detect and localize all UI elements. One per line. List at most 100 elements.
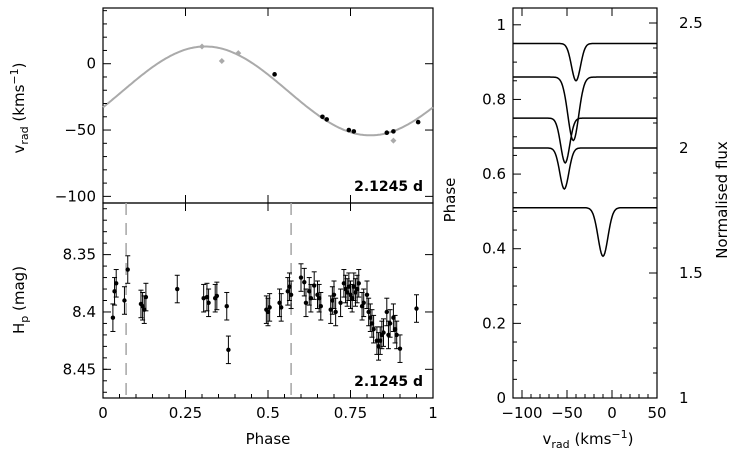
- phot-point: [316, 296, 322, 301]
- phot-x-axis-label: Phase: [246, 430, 291, 448]
- phot-y-ticks: 8.35 8.4 8.45: [63, 208, 433, 393]
- rv-point: [324, 117, 330, 122]
- line-profile: [513, 147, 657, 191]
- profile-y-axis-label-left: Phase: [441, 178, 459, 223]
- profile-y-axis-label-right: Normalised flux: [713, 141, 731, 259]
- rv-y-tick-label: −50: [64, 121, 96, 139]
- rv-point-grey: [199, 43, 205, 50]
- profile-y-tick-label: 0.4: [482, 240, 506, 258]
- phot-point: [392, 326, 398, 332]
- rv-y-ticks: 0 −50 −100: [55, 8, 434, 205]
- rv-panel-frame: [102, 7, 434, 204]
- phot-point: [369, 321, 375, 326]
- phot-point: [265, 309, 271, 315]
- phot-point: [288, 292, 294, 297]
- phot-point: [285, 289, 290, 294]
- phot-point: [224, 304, 229, 309]
- profile-y-tick-label: 0.8: [482, 90, 506, 108]
- profile-xlabel-unit-post: ): [628, 430, 634, 448]
- rv-point: [391, 129, 396, 134]
- phot-x-tick-label: 0.5: [256, 404, 280, 422]
- phot-point: [303, 300, 309, 305]
- phot-point: [397, 346, 403, 351]
- rv-point: [346, 127, 352, 133]
- phot-y-tick-label: 8.35: [63, 246, 96, 264]
- phot-point: [312, 283, 317, 288]
- profile-xlabel-unit-sup: −1: [611, 428, 627, 441]
- phot-points: [110, 255, 419, 365]
- phot-point: [356, 281, 361, 286]
- phot-point: [333, 309, 338, 315]
- profile-xlabel-unit-pre: (kms: [574, 430, 611, 448]
- phot-panel: 8.35 8.4 8.45 0 0.25 0.5 0.75 1 2.1245 d Phase…: [10, 202, 438, 448]
- phot-point: [378, 338, 383, 343]
- profile-xlabel-sub: rad: [551, 438, 569, 450]
- phot-point: [381, 330, 386, 335]
- rv-ylabel-v: v: [10, 144, 28, 153]
- phot-point: [354, 286, 360, 292]
- rv-model-curve: [102, 45, 434, 137]
- line-profile: [513, 42, 657, 82]
- profile-xlabel-v: v: [543, 430, 552, 448]
- rv-y-axis-label: vrad (kms−1): [8, 63, 31, 154]
- profile-y-ticks-left: 0 0.2 0.4 0.6 0.8 1: [482, 16, 521, 407]
- phot-point: [277, 300, 282, 305]
- rv-ylabel-sub: rad: [18, 126, 31, 144]
- rv-point: [272, 72, 277, 77]
- phot-point: [298, 275, 304, 280]
- phot-point: [364, 292, 370, 297]
- rv-point: [351, 129, 357, 134]
- phot-x-tick-label: 0.75: [334, 404, 367, 422]
- phot-point: [315, 292, 320, 297]
- phot-point: [414, 306, 419, 311]
- phot-point: [386, 332, 391, 338]
- phot-point: [287, 284, 292, 289]
- rv-y-tick-label: −100: [55, 187, 96, 205]
- phot-point: [122, 298, 127, 303]
- phot-point: [387, 321, 393, 326]
- profile-lines: [513, 42, 657, 258]
- phot-y-axis-label: Hp (mag): [10, 266, 31, 334]
- phot-point: [353, 290, 358, 295]
- profile-panel: 0 0.2 0.4 0.6 0.8 1 1 1.5 2 2.5 −100 −50 0 50 Phase…: [441, 7, 731, 450]
- profile-y-tick-label: 0: [496, 389, 506, 407]
- phot-ylabel-sub: p: [18, 316, 31, 323]
- phot-point: [351, 284, 356, 289]
- phot-point: [368, 315, 373, 320]
- phot-point: [330, 298, 335, 303]
- phot-point: [318, 304, 323, 309]
- phot-vlines: [125, 203, 292, 398]
- line-profile: [513, 117, 657, 164]
- phot-point: [267, 305, 272, 310]
- phot-point: [394, 332, 399, 338]
- phot-point: [206, 300, 211, 305]
- phot-point: [143, 294, 149, 300]
- phot-point: [346, 284, 352, 289]
- phot-x-tick-label: 0: [98, 404, 108, 422]
- phot-point: [175, 286, 180, 292]
- phot-ylabel-unit: (mag): [10, 266, 28, 311]
- phot-point: [366, 309, 371, 315]
- phot-point: [343, 286, 348, 292]
- profile-x-axis-label: vrad (kms−1): [543, 428, 634, 450]
- rv-ylabel-unit-post: ): [10, 63, 28, 69]
- phot-point: [226, 347, 231, 353]
- phot-point: [338, 300, 343, 305]
- profile-y-tick-label-right: 2: [679, 139, 689, 157]
- phot-point: [361, 300, 366, 305]
- profile-y-tick-label-right: 1.5: [679, 264, 703, 282]
- profile-y-tick-label: 0.2: [482, 314, 506, 332]
- profile-y-tick-label-right: 2.5: [679, 14, 703, 32]
- phot-point: [371, 326, 376, 332]
- rv-point-grey: [235, 50, 242, 57]
- phot-point: [302, 279, 307, 285]
- rv-y-tick-label: 0: [86, 55, 96, 73]
- profile-x-ticks: −100 −50 0 50: [501, 8, 667, 422]
- phot-point: [331, 292, 337, 297]
- phot-point: [112, 289, 117, 294]
- phot-ylabel-h: H: [10, 323, 28, 334]
- phot-point: [125, 267, 130, 272]
- profile-y-ticks-right: 1 1.5 2 2.5: [649, 14, 703, 407]
- phot-point: [391, 315, 396, 320]
- phot-point: [307, 289, 312, 294]
